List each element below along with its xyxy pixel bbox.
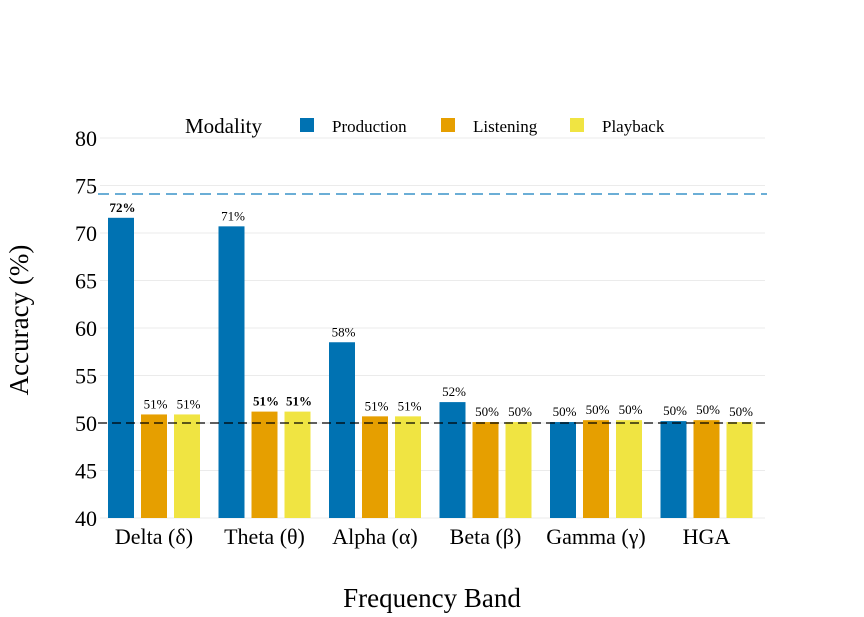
bar-production bbox=[218, 226, 245, 518]
legend-swatch-playback bbox=[570, 118, 584, 132]
bar-listening bbox=[472, 422, 499, 518]
data-label: 71% bbox=[221, 208, 245, 223]
bar-listening bbox=[693, 420, 720, 518]
data-label: 51% bbox=[253, 394, 279, 409]
legend-label: Listening bbox=[473, 117, 538, 136]
y-tick-label: 80 bbox=[75, 126, 97, 151]
data-label: 51% bbox=[286, 394, 312, 409]
data-label: 51% bbox=[177, 396, 201, 411]
y-tick-label: 60 bbox=[75, 316, 97, 341]
x-tick-label: Alpha (α) bbox=[332, 524, 417, 549]
x-axis-ticks: Delta (δ) Theta (θ) Alpha (α) Beta (β) Gamma… bbox=[115, 524, 731, 549]
data-label: 50% bbox=[619, 402, 643, 417]
bar-production bbox=[439, 402, 466, 518]
legend-swatch-production bbox=[300, 118, 314, 132]
data-label: 51% bbox=[398, 398, 422, 413]
data-label: 50% bbox=[508, 404, 532, 419]
x-tick-label: Theta (θ) bbox=[224, 524, 305, 549]
y-tick-label: 50 bbox=[75, 411, 97, 436]
y-tick-label: 70 bbox=[75, 221, 97, 246]
bar-production bbox=[108, 217, 134, 519]
data-labels: 72% 51% 51% 71% 51% 51% 58% 51% 51% 52% 50% 50% 50% 5… bbox=[110, 200, 754, 419]
bar-playback bbox=[726, 422, 753, 518]
bar-listening bbox=[251, 411, 278, 518]
bar-playback bbox=[616, 420, 642, 518]
data-label: 50% bbox=[729, 404, 753, 419]
data-label: 58% bbox=[332, 324, 356, 339]
data-label: 50% bbox=[586, 402, 610, 417]
data-label: 50% bbox=[696, 402, 720, 417]
legend-label: Playback bbox=[602, 117, 665, 136]
x-tick-label: HGA bbox=[683, 524, 731, 549]
y-tick-label: 40 bbox=[75, 506, 97, 531]
data-label: 72% bbox=[110, 200, 136, 215]
bar-listening bbox=[141, 414, 167, 518]
bar-production bbox=[550, 422, 576, 518]
bar-listening bbox=[583, 420, 609, 518]
bars bbox=[108, 217, 753, 519]
reference-lines bbox=[98, 193, 767, 424]
legend-title: Modality bbox=[185, 114, 262, 138]
data-label: 50% bbox=[475, 404, 499, 419]
data-label: 51% bbox=[144, 396, 168, 411]
bar-production bbox=[660, 421, 687, 518]
y-axis-ticks: 40 45 50 55 60 65 70 75 80 bbox=[75, 126, 97, 531]
x-tick-label: Delta (δ) bbox=[115, 524, 193, 549]
bar-listening bbox=[362, 416, 388, 518]
x-tick-label: Gamma (γ) bbox=[546, 524, 646, 549]
data-label: 51% bbox=[365, 398, 389, 413]
bar-playback bbox=[284, 411, 311, 518]
y-tick-label: 55 bbox=[75, 364, 97, 389]
legend: Modality Production Listening Playback bbox=[185, 114, 665, 138]
x-axis-title: Frequency Band bbox=[343, 583, 521, 613]
data-label: 50% bbox=[663, 403, 687, 418]
bar-playback bbox=[395, 416, 421, 518]
bar-playback bbox=[174, 414, 200, 518]
data-label: 50% bbox=[553, 404, 577, 419]
y-tick-label: 75 bbox=[75, 174, 97, 199]
y-tick-label: 65 bbox=[75, 269, 97, 294]
legend-swatch-listening bbox=[441, 118, 455, 132]
data-label: 52% bbox=[442, 384, 466, 399]
bar-playback bbox=[505, 422, 532, 518]
y-axis-title: Accuracy (%) bbox=[4, 245, 34, 396]
bar-production bbox=[329, 342, 355, 518]
legend-label: Production bbox=[332, 117, 407, 136]
x-tick-label: Beta (β) bbox=[450, 524, 522, 549]
y-tick-label: 45 bbox=[75, 459, 97, 484]
